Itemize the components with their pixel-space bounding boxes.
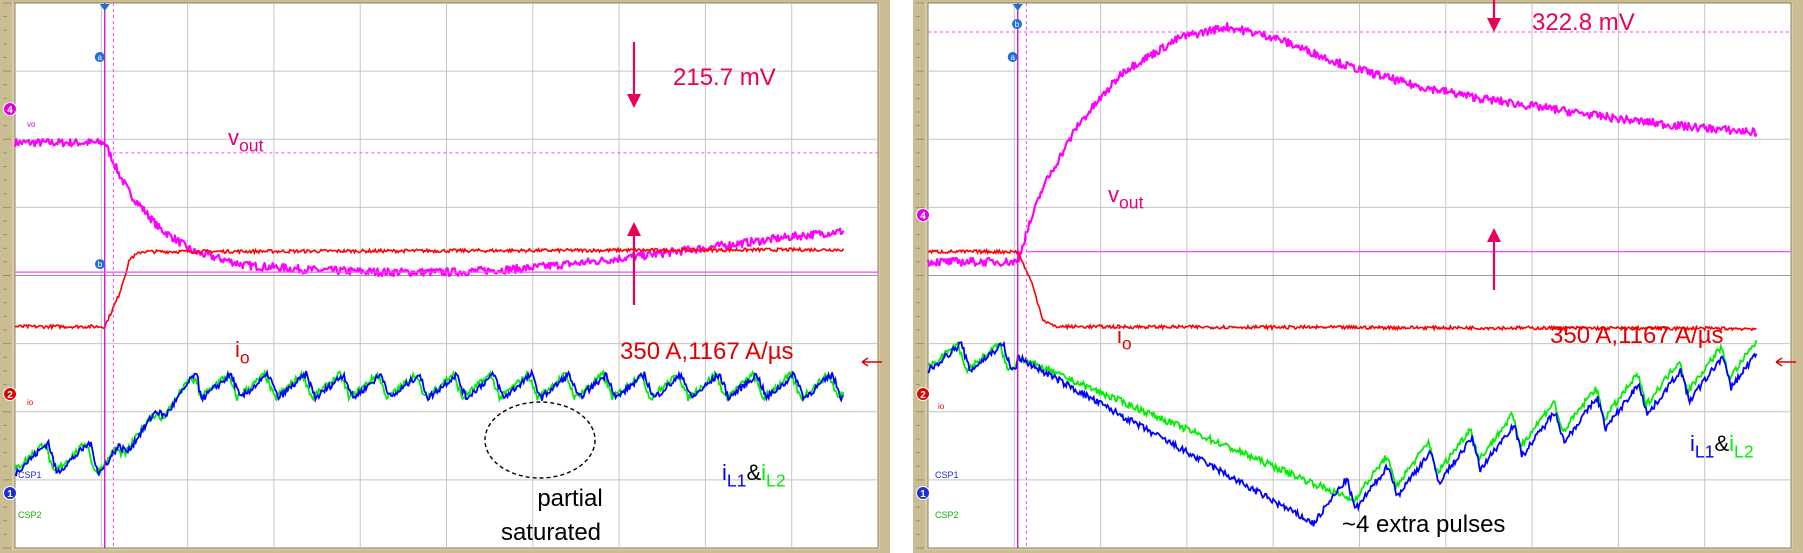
- io-trace: [927, 247, 1757, 333]
- scope-panel-right: a b 4 2 io 1 CSP1 CSP2 vout io iL1&iL2 322.8 mV 350 …: [913, 0, 1803, 553]
- cursor-b-letter: b: [98, 260, 103, 269]
- delta-arrow-top-head: [627, 94, 641, 108]
- saturation-note-line2: saturated: [501, 519, 601, 546]
- cursor-a-letter: a: [98, 53, 103, 62]
- io-offset-arrow: [1775, 357, 1796, 367]
- overlays: a b 4 vo 2 io 1 CSP1 CSP2 vout io iL1&iL2 215.7 mV 35…: [3, 3, 882, 548]
- ch4-marker-number: 4: [7, 105, 13, 116]
- traces: [926, 22, 1758, 527]
- il1-trace: [14, 368, 845, 477]
- vout-label: vout: [228, 125, 264, 156]
- vout-trace: [926, 22, 1758, 267]
- vout-delta-value: 215.7 mV: [673, 64, 776, 91]
- io-offset-arrow: [861, 357, 882, 367]
- cursor-b-tag: [95, 259, 105, 270]
- csp1-name: CSP1: [18, 470, 42, 480]
- ch4-marker: [3, 102, 17, 116]
- ch2-name: io: [938, 402, 945, 411]
- ch4-marker-number: 4: [920, 211, 926, 222]
- delta-arrow-bottom-head: [1487, 228, 1501, 242]
- delta-arrow-top-head: [1487, 18, 1501, 32]
- ch1-marker-number: 1: [7, 489, 13, 500]
- ch1-marker: [916, 486, 930, 500]
- vout-label: vout: [1108, 182, 1144, 213]
- vout-delta-value: 322.8 mV: [1532, 9, 1635, 36]
- il2-trace: [927, 339, 1758, 505]
- ch4-marker: [916, 208, 930, 222]
- cursor-a-tag: [94, 52, 105, 62]
- ch4-name: vo: [27, 120, 36, 129]
- io-label: io: [235, 337, 250, 368]
- scope-panel-left: a b 4 vo 2 io 1 CSP1 CSP2 vout io iL1&iL2 215.7 mV 35…: [0, 0, 890, 553]
- cursor-a-tag: [1007, 52, 1018, 62]
- graticule: [916, 2, 1791, 549]
- extra-pulses-note: ~4 extra pulses: [1342, 511, 1505, 538]
- il-label: iL1&iL2: [1690, 431, 1754, 462]
- il1-trace: [927, 340, 1758, 527]
- ch2-marker: [916, 387, 930, 401]
- ch1-marker: [3, 486, 17, 500]
- ch2-marker-number: 2: [7, 390, 13, 401]
- traces: [13, 138, 845, 477]
- ch2-marker: [3, 387, 17, 401]
- cursor-a-letter: a: [1011, 53, 1016, 62]
- il-label: iL1&iL2: [722, 460, 786, 491]
- ch2-marker-number: 2: [920, 390, 926, 401]
- csp2-name: CSP2: [18, 510, 42, 520]
- io-step-value: 350 A,1167 A/µs: [1550, 322, 1724, 349]
- io-label: io: [1117, 323, 1132, 354]
- ch1-marker-number: 1: [920, 489, 926, 500]
- cursor-b-letter: b: [1015, 20, 1020, 29]
- io-step-value: 350 A,1167 A/µs: [620, 338, 794, 365]
- overlays: a b 4 2 io 1 CSP1 CSP2 vout io iL1&iL2 322.8 mV 350 …: [916, 0, 1796, 548]
- csp2-name: CSP2: [935, 510, 959, 520]
- trigger-marker: [99, 4, 110, 11]
- saturation-note-line1: partial: [537, 485, 602, 512]
- delta-arrow-bottom-head: [627, 222, 641, 236]
- ch2-name: io: [27, 398, 34, 407]
- trigger-marker: [1012, 4, 1023, 11]
- io-trace: [14, 246, 845, 331]
- cursor-b-tag: [1012, 19, 1022, 29]
- saturation-highlight-ellipse: [484, 401, 596, 479]
- csp1-name: CSP1: [935, 470, 959, 480]
